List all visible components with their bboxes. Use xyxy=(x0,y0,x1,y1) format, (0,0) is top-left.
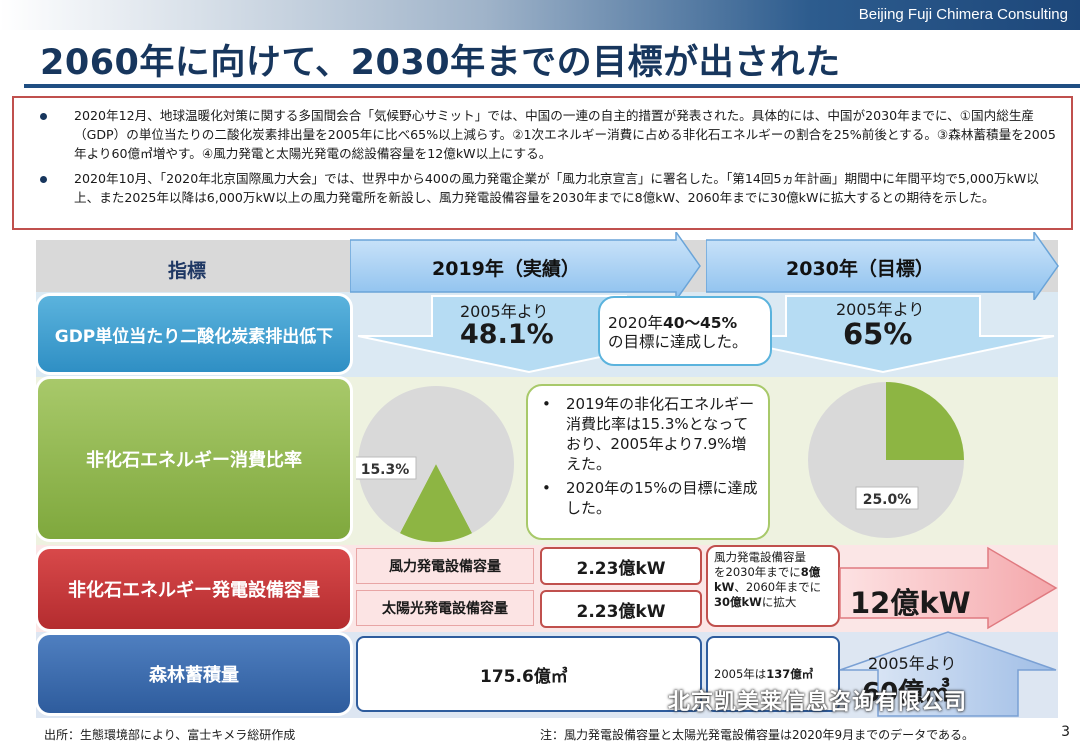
pie-slice-highlight xyxy=(399,464,473,542)
forest-target-value: 60億㎥ xyxy=(862,678,951,708)
pie-chart-2030: 25.0% xyxy=(808,382,964,538)
callout-bullet: • 2020年の15%の目標に達成した。 xyxy=(536,478,760,518)
pie-slice-rest xyxy=(358,386,514,534)
note-bold: 137億㎥ xyxy=(766,667,814,681)
callout-bullet-text: 2020年の15%の目標に達成した。 xyxy=(566,479,758,517)
summary-bullet-text: 2020年10月、「2020年北京国際風力大会」では、世界中から400の風力発電… xyxy=(74,171,1039,205)
solar-capacity-label: 太陽光発電設備容量 xyxy=(356,590,534,626)
callout-bullet: • 2019年の非化石エネルギー消費比率は15.3%となっており、2005年より… xyxy=(536,394,760,474)
gdp-2030-prefix: 2005年より xyxy=(836,300,925,319)
pie-data-label: 25.0% xyxy=(855,486,919,510)
column-header-indicator: 指標 xyxy=(168,260,207,282)
row-label-forest: 森林蓄積量 xyxy=(38,635,350,713)
svg-text:25.0%: 25.0% xyxy=(863,492,912,508)
column-header-2019: 2019年（実績） xyxy=(432,258,580,280)
title-divider xyxy=(24,84,1080,88)
gdp-2030-down-arrow xyxy=(711,295,1055,374)
pie-chart-2019: 15.3% xyxy=(356,386,514,542)
bullet-dot-icon: • xyxy=(542,395,551,413)
column-header-2030: 2030年（目標） xyxy=(786,258,934,280)
forest-target-arrow xyxy=(839,631,1057,717)
gdp-2030-value: 65% xyxy=(843,317,913,351)
row-label-nonfossil: 非化石エネルギー消費比率 xyxy=(38,379,350,539)
summary-bullet-text: 2020年12月、地球温暖化対策に関する多国間会合「気候野心サミット」では、中国… xyxy=(74,108,1056,161)
note-line: 風力発電設備容量 xyxy=(714,550,806,564)
bullet-dot-icon xyxy=(40,113,47,120)
wind-capacity-label: 風力発電設備容量 xyxy=(356,548,534,584)
note-bold: 30億kW xyxy=(714,595,762,609)
note-text: に拡大 xyxy=(761,595,797,609)
summary-box: 2020年12月、地球温暖化対策に関する多国間会合「気候野心サミット」では、中国… xyxy=(12,96,1073,230)
bullet-dot-icon: • xyxy=(542,479,551,497)
header-arrow-2019 xyxy=(350,232,701,300)
pie-slice-rest xyxy=(808,382,964,538)
header-bar: Beijing Fuji Chimera Consulting xyxy=(0,0,1080,30)
forest-2019-box xyxy=(356,636,702,712)
forest-2005-note: 2005年は137億㎥ xyxy=(706,636,840,712)
pie-slice-highlight xyxy=(886,382,964,460)
callout-range: 40～45% xyxy=(662,314,738,332)
gdp-2019-value: 48.1% xyxy=(460,319,554,350)
gdp-2020-callout: 2020年40～45% の目標に達成した。 xyxy=(598,296,772,366)
forest-2019-value: 175.6億㎥ xyxy=(480,667,568,687)
nonfossil-callout: • 2019年の非化石エネルギー消費比率は15.3%となっており、2005年より… xyxy=(526,384,770,540)
solar-capacity-value: 2.23億kW xyxy=(540,590,702,628)
data-note: 注：風力発電設備容量と太陽光発電設備容量は2020年9月までのデータである。 xyxy=(540,728,975,742)
pie-data-label: 15.3% xyxy=(356,456,417,480)
header-arrow-2030 xyxy=(706,232,1059,300)
row-label-capacity: 非化石エネルギー発電設備容量 xyxy=(38,549,350,629)
note-text: 、2060年までに xyxy=(734,580,822,594)
wind-target-note: 風力発電設備容量 を2030年までに8億 kW、2060年までに 30億kWに拡… xyxy=(706,545,840,627)
note-bold: 8億 xyxy=(800,565,821,579)
callout-bullet-text: 2019年の非化石エネルギー消費比率は15.3%となっており、2005年より7.… xyxy=(566,395,755,473)
callout-text: の目標に達成した。 xyxy=(608,333,748,351)
forest-target-prefix: 2005年より xyxy=(868,654,957,673)
capacity-target-arrow xyxy=(839,546,1058,630)
page-number: 3 xyxy=(1061,724,1070,740)
summary-bullet: 2020年10月、「2020年北京国際風力大会」では、世界中から400の風力発電… xyxy=(40,169,1057,207)
gdp-2019-prefix: 2005年より xyxy=(460,302,549,321)
capacity-target-value: 12億kW xyxy=(850,586,971,620)
note-text: を2030年までに xyxy=(714,565,801,579)
company-name: Beijing Fuji Chimera Consulting xyxy=(858,6,1068,23)
note-bold: kW xyxy=(714,580,735,594)
row-label-gdp: GDP単位当たり二酸化炭素排出低下 xyxy=(38,296,350,372)
summary-bullet: 2020年12月、地球温暖化対策に関する多国間会合「気候野心サミット」では、中国… xyxy=(40,106,1057,163)
note-text: 2005年は xyxy=(714,667,767,681)
watermark: 北京凯美莱信息咨询有限公司 xyxy=(668,690,968,715)
callout-year: 2020年 xyxy=(608,314,663,332)
source-note: 出所：生態環境部により、富士キメラ総研作成 xyxy=(44,728,296,742)
page-title: 2060年に向けて、2030年までの目標が出された xyxy=(40,43,841,83)
svg-text:15.3%: 15.3% xyxy=(361,462,410,478)
bullet-dot-icon xyxy=(40,176,47,183)
wind-capacity-value: 2.23億kW xyxy=(540,547,702,585)
